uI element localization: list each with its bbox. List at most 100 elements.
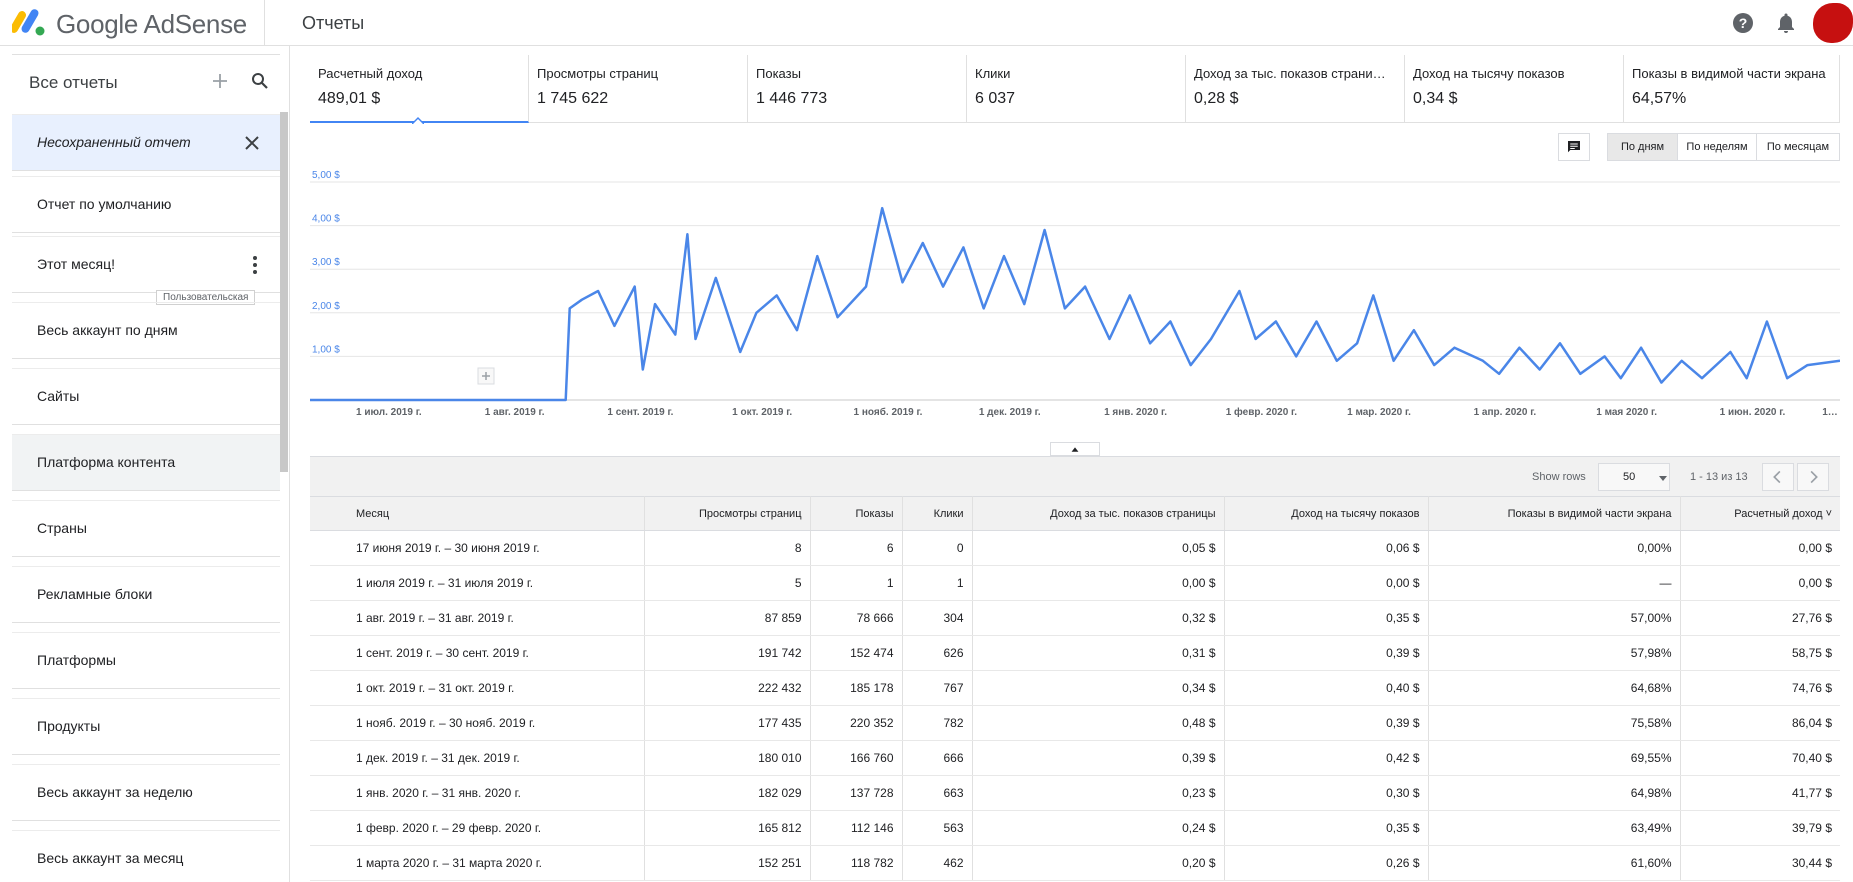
granularity-day-button[interactable]: По дням — [1607, 133, 1678, 161]
rows-per-page-value: 50 — [1623, 471, 1636, 483]
header-divider — [264, 0, 265, 46]
table-cell: 180 010 — [644, 740, 811, 776]
top-bar: Google AdSense Отчеты ? — [0, 0, 1853, 46]
add-annotation-marker[interactable] — [477, 367, 495, 385]
table-cell: 1 июля 2019 г. – 31 июля 2019 г. — [310, 565, 645, 601]
sidebar-item-platforms[interactable]: Платформы — [12, 632, 280, 689]
table-cell: 152 251 — [644, 845, 811, 881]
account-avatar[interactable] — [1813, 3, 1853, 43]
sidebar-item-products[interactable]: Продукты — [12, 698, 280, 755]
column-header-viewable[interactable]: Показы в видимой части экрана — [1428, 496, 1681, 531]
adsense-logo-icon[interactable] — [12, 6, 48, 38]
close-icon[interactable] — [240, 131, 264, 155]
rows-per-page-select[interactable]: 50 — [1598, 463, 1670, 491]
sidebar-item-label: Страны — [37, 520, 87, 536]
table-cell: 58,75 $ — [1680, 635, 1840, 671]
kpi-value: 1 446 773 — [756, 90, 828, 107]
table-cell: 462 — [902, 845, 973, 881]
kpi-page-views[interactable]: Просмотры страниц 1 745 622 — [529, 55, 748, 123]
kpi-active-view-viewable[interactable]: Показы в видимой части экрана 64,57% — [1624, 55, 1840, 123]
sidebar-item-content-platform[interactable]: Платформа контента — [12, 434, 280, 491]
granularity-month-button[interactable]: По месяцам — [1756, 133, 1840, 161]
annotations-button[interactable] — [1558, 133, 1590, 161]
column-header-clicks[interactable]: Клики — [902, 496, 973, 531]
table-row: 1 нояб. 2019 г. – 30 нояб. 2019 г. 177 43… — [310, 705, 1840, 741]
column-header-page-rpm[interactable]: Доход за тыс. показов страницы — [972, 496, 1225, 531]
kpi-clicks[interactable]: Клики 6 037 — [967, 55, 1186, 123]
kpi-estimated-earnings[interactable]: Расчетный доход 489,01 $ — [310, 55, 529, 124]
prev-page-button[interactable] — [1762, 463, 1794, 491]
table-cell: 70,40 $ — [1680, 740, 1840, 776]
table-cell: 0,48 $ — [972, 705, 1225, 741]
sidebar-item-label: Платформы — [37, 652, 116, 668]
x-tick-label: 1 июл. 2019 г. — [356, 407, 422, 418]
next-page-button[interactable] — [1797, 463, 1829, 491]
search-reports-icon[interactable] — [248, 69, 272, 93]
column-header-estimated-earnings[interactable]: Расчетный доход ˅ — [1680, 496, 1840, 531]
table-toolbar: Show rows 50 1 - 13 из 13 — [310, 456, 1840, 500]
kpi-value: 6 037 — [975, 90, 1016, 107]
chevron-right-icon — [1810, 470, 1818, 484]
notifications-bell-icon[interactable] — [1774, 11, 1798, 35]
kpi-value: 64,57% — [1632, 90, 1687, 107]
column-header-month[interactable]: Месяц — [310, 496, 645, 531]
earnings-line-chart[interactable]: 5,00 $ 4,00 $ 3,00 $ 2,00 $ 1,00 $ 1 июл. 20… — [310, 170, 1840, 420]
table-cell: 0,35 $ — [1224, 600, 1429, 636]
table-cell: 0,34 $ — [972, 670, 1225, 706]
kpi-page-rpm[interactable]: Доход за тыс. показов страни… 0,28 $ — [1186, 55, 1405, 123]
kpi-value: 0,28 $ — [1194, 90, 1239, 107]
table-cell: 1 — [902, 565, 973, 601]
kpi-impression-rpm[interactable]: Доход на тысячу показов 0,34 $ — [1405, 55, 1624, 123]
sidebar-item-sites[interactable]: Сайты — [12, 368, 280, 425]
sidebar-item-ad-units[interactable]: Рекламные блоки — [12, 566, 280, 623]
table-cell: 27,76 $ — [1680, 600, 1840, 636]
granularity-week-button[interactable]: По неделям — [1677, 133, 1757, 161]
table-cell: 1 марта 2020 г. – 31 марта 2020 г. — [310, 845, 645, 881]
x-tick-label: 1 февр. 2020 г. — [1226, 406, 1298, 418]
table-cell: 0,35 $ — [1224, 810, 1429, 846]
table-cell: 304 — [902, 600, 973, 636]
table-row: 1 июля 2019 г. – 31 июля 2019 г. 5 1 1 0,00 … — [310, 565, 1840, 601]
more-vert-icon[interactable] — [250, 253, 260, 277]
x-tick-label: 1 сент. 2019 г. — [607, 407, 673, 418]
table-row: 1 авг. 2019 г. – 31 авг. 2019 г. 87 859 78… — [310, 600, 1840, 636]
kpi-label: Доход за тыс. показов страни… — [1194, 66, 1386, 81]
table-cell: 87 859 — [644, 600, 811, 636]
table-cell: 0,00 $ — [1680, 530, 1840, 566]
help-icon[interactable]: ? — [1731, 11, 1755, 35]
table-cell: 57,98% — [1428, 635, 1681, 671]
sidebar-item-account-by-week[interactable]: Весь аккаунт за неделю — [12, 764, 280, 821]
table-cell: 64,68% — [1428, 670, 1681, 706]
table-cell: 1 авг. 2019 г. – 31 авг. 2019 г. — [310, 600, 645, 636]
sidebar-item-account-by-day[interactable]: Весь аккаунт по дням — [12, 302, 280, 359]
add-report-icon[interactable] — [208, 69, 232, 93]
kpi-impressions[interactable]: Показы 1 446 773 — [748, 55, 967, 123]
column-header-impressions[interactable]: Показы — [810, 496, 903, 531]
sidebar-item-this-month[interactable]: Этот месяц! — [12, 236, 280, 293]
sidebar-item-countries[interactable]: Страны — [12, 500, 280, 557]
selected-caret-icon — [412, 116, 424, 124]
show-rows-label: Show rows — [1532, 471, 1586, 483]
kpi-value: 1 745 622 — [537, 90, 609, 107]
kpi-value: 489,01 $ — [318, 90, 381, 107]
x-tick-label: 1… — [1822, 407, 1838, 418]
table-cell: 137 728 — [810, 775, 903, 811]
table-cell: 782 — [902, 705, 973, 741]
sidebar-scrollbar[interactable] — [280, 112, 288, 472]
sidebar-header: Все отчеты — [12, 54, 280, 110]
table-cell: 0,42 $ — [1224, 740, 1429, 776]
column-header-page-views[interactable]: Просмотры страниц — [644, 496, 811, 531]
column-header-impression-rpm[interactable]: Доход на тысячу показов — [1224, 496, 1429, 531]
table-cell: 663 — [902, 775, 973, 811]
sidebar-item-account-by-month[interactable]: Весь аккаунт за месяц — [12, 830, 280, 882]
table-cell: 182 029 — [644, 775, 811, 811]
sidebar-item-unsaved-report[interactable]: Несохраненный отчет — [12, 114, 280, 171]
table-cell: 222 432 — [644, 670, 811, 706]
table-cell: 1 сент. 2019 г. – 30 сент. 2019 г. — [310, 635, 645, 671]
sidebar-item-label: Весь аккаунт за неделю — [37, 784, 193, 800]
table-cell: 6 — [810, 530, 903, 566]
collapse-chart-button[interactable] — [1050, 442, 1100, 456]
metric-scorecards: Расчетный доход 489,01 $ Просмотры стран… — [310, 55, 1840, 124]
custom-report-tooltip: Пользовательская — [156, 290, 256, 305]
sidebar-item-default-report[interactable]: Отчет по умолчанию — [12, 176, 280, 233]
